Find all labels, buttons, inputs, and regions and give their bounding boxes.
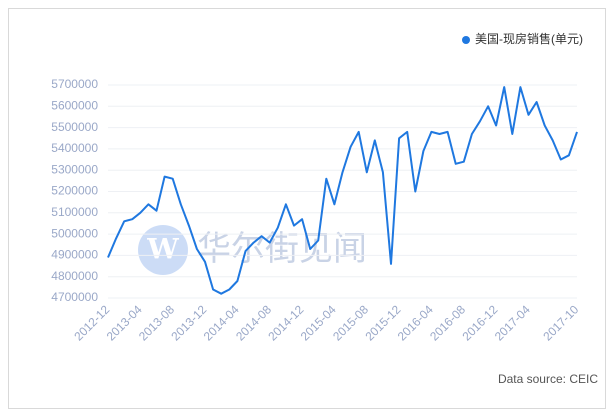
y-tick-label: 4700000 xyxy=(51,290,98,304)
watermark: 华尔街见闻 xyxy=(197,229,367,269)
legend-label: 美国-现房销售(单元) xyxy=(475,31,583,46)
y-tick-label: 5400000 xyxy=(51,141,98,155)
data-line xyxy=(107,86,578,295)
y-tick-label: 5100000 xyxy=(51,205,98,219)
svg-text:W: W xyxy=(146,233,179,266)
y-tick-label: 4900000 xyxy=(51,248,98,262)
y-tick-label: 5300000 xyxy=(51,162,98,176)
chart-frame xyxy=(8,8,606,409)
y-tick-label: 5500000 xyxy=(51,120,98,134)
legend-marker xyxy=(462,36,470,44)
y-tick-label: 5600000 xyxy=(51,98,98,112)
watermark-logo: W xyxy=(138,225,188,275)
y-tick-label: 5200000 xyxy=(51,184,98,198)
y-tick-label: 5700000 xyxy=(51,77,98,91)
source: Data source: CEIC xyxy=(498,372,598,386)
y-tick-label: 4800000 xyxy=(51,269,98,283)
y-tick-label: 5000000 xyxy=(51,226,98,240)
